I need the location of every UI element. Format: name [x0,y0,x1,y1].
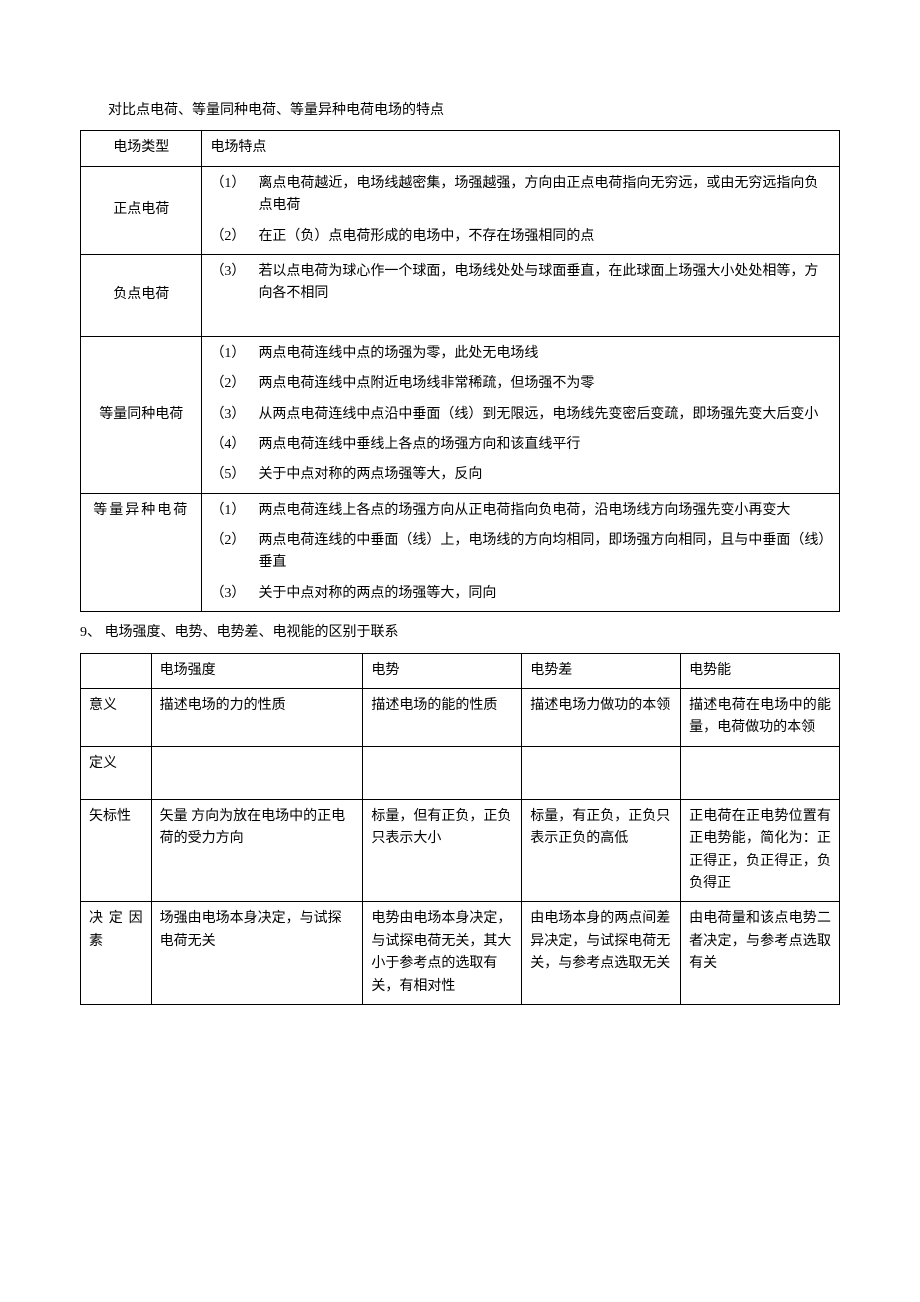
table-row: 等量异种电荷 （1）两点电荷连线上各点的场强方向从正电荷指向负电荷，沿电场线方向场… [81,493,840,612]
list-item: （1）两点电荷连线中点的场强为零，此处无电场线 [210,343,831,365]
cell: 电势由电场本身决定，与试探电荷无关，其大小于参考点的选取有关，有相对性 [363,902,522,1005]
row-features: （1）两点电荷连线上各点的场强方向从正电荷指向负电荷，沿电场线方向场强先变小再变… [202,493,840,612]
cell: 由电荷量和该点电势二者决定，与参考点选取有关 [681,902,840,1005]
list-item: （2）两点电荷连线中点附近电场线非常稀疏，但场强不为零 [210,373,831,395]
list-item: （3）从两点电荷连线中点沿中垂面（线）到无限远，电场线先变密后变疏，即场强先变大… [210,404,831,426]
item-text: 两点电荷连线中点附近电场线非常稀疏，但场强不为零 [258,373,831,395]
table-header-row: 电场类型 电场特点 [81,131,840,166]
item-text: 关于中点对称的两点场强等大，反向 [258,464,831,486]
th-potential: 电势 [363,653,522,688]
list-item: （1）两点电荷连线上各点的场强方向从正电荷指向负电荷，沿电场线方向场强先变小再变… [210,500,831,522]
item-number: （5） [210,464,258,486]
cell: 描述电场的力的性质 [151,689,363,747]
item-number: （3） [210,404,258,426]
list-item: （5）关于中点对称的两点场强等大，反向 [210,464,831,486]
th-feature: 电场特点 [202,131,840,166]
list-item: （3）关于中点对称的两点的场强等大，同向 [210,583,831,605]
cell [363,746,522,799]
list-item: （3）若以点电荷为球心作一个球面，电场线处处与球面垂直，在此球面上场强大小处处相… [210,261,831,306]
page-title: 对比点电荷、等量同种电荷、等量异种电荷电场的特点 [80,100,840,122]
table-field-types: 电场类型 电场特点 正点电荷（1）离点电荷越近，电场线越密集，场强越强，方向由正… [80,130,840,612]
cell: 描述电荷在电场中的能量，电荷做功的本领 [681,689,840,747]
row-features: （1）离点电荷越近，电场线越密集，场强越强，方向由正点电荷指向无穷远，或由无穷远… [202,166,840,254]
item-number: （2） [210,226,258,248]
list-item: （4）两点电荷连线中垂线上各点的场强方向和该直线平行 [210,434,831,456]
table-row: 定义 [81,746,840,799]
list-item: （1）离点电荷越近，电场线越密集，场强越强，方向由正点电荷指向无穷远，或由无穷远… [210,173,831,218]
cell: 描述电场的能的性质 [363,689,522,747]
cell [681,746,840,799]
section-9-heading: 9、 电场强度、电势、电势差、电视能的区别于联系 [80,622,840,644]
cell: 决定因素 [81,902,152,1005]
cell: 矢量 方向为放在电场中的正电荷的受力方向 [151,799,363,902]
row-label: 等量同种电荷 [81,336,202,493]
item-text: 关于中点对称的两点的场强等大，同向 [258,583,831,605]
item-number: （3） [210,583,258,605]
cell [151,746,363,799]
th-blank [81,653,152,688]
row-label: 正点电荷 [81,166,202,254]
cell: 定义 [81,746,152,799]
list-item: （2）两点电荷连线的中垂面（线）上，电场线的方向均相同，即场强方向相同，且与中垂… [210,530,831,575]
table-row: 等量同种电荷（1）两点电荷连线中点的场强为零，此处无电场线（2）两点电荷连线中点… [81,336,840,493]
table-header-row: 电场强度 电势 电势差 电势能 [81,653,840,688]
th-energy: 电势能 [681,653,840,688]
list-item: （2）在正（负）点电荷形成的电场中，不存在场强相同的点 [210,226,831,248]
item-text: 从两点电荷连线中点沿中垂面（线）到无限远，电场线先变密后变疏，即场强先变大后变小 [258,404,831,426]
cell: 矢标性 [81,799,152,902]
th-diff: 电势差 [522,653,681,688]
item-number: （4） [210,434,258,456]
item-text: 两点电荷连线的中垂面（线）上，电场线的方向均相同，即场强方向相同，且与中垂面（线… [258,530,831,575]
cell: 标量，有正负，正负只表示正负的高低 [522,799,681,902]
item-number: （2） [210,373,258,395]
item-text: 两点电荷连线上各点的场强方向从正电荷指向负电荷，沿电场线方向场强先变小再变大 [258,500,831,522]
cell: 正电荷在正电势位置有正电势能，简化为：正正得正，负正得正，负负得正 [681,799,840,902]
item-number: （3） [210,261,258,306]
row-features: （3）若以点电荷为球心作一个球面，电场线处处与球面垂直，在此球面上场强大小处处相… [202,254,840,336]
th-type: 电场类型 [81,131,202,166]
table-comparison: 电场强度 电势 电势差 电势能 意义描述电场的力的性质描述电场的能的性质描述电场… [80,653,840,1005]
item-text: 若以点电荷为球心作一个球面，电场线处处与球面垂直，在此球面上场强大小处处相等，方… [258,261,831,306]
row-label: 负点电荷 [81,254,202,336]
item-number: （2） [210,530,258,575]
cell: 由电场本身的两点间差异决定，与试探电荷无关，与参考点选取无关 [522,902,681,1005]
item-text: 两点电荷连线中垂线上各点的场强方向和该直线平行 [258,434,831,456]
th-intensity: 电场强度 [151,653,363,688]
item-number: （1） [210,343,258,365]
row-label: 等量异种电荷 [81,493,202,612]
item-number: （1） [210,500,258,522]
table-row: 负点电荷（3）若以点电荷为球心作一个球面，电场线处处与球面垂直，在此球面上场强大… [81,254,840,336]
cell: 描述电场力做功的本领 [522,689,681,747]
item-text: 在正（负）点电荷形成的电场中，不存在场强相同的点 [258,226,831,248]
cell: 标量，但有正负，正负只表示大小 [363,799,522,902]
cell: 意义 [81,689,152,747]
table-row: 矢标性矢量 方向为放在电场中的正电荷的受力方向标量，但有正负，正负只表示大小标量… [81,799,840,902]
row-features: （1）两点电荷连线中点的场强为零，此处无电场线（2）两点电荷连线中点附近电场线非… [202,336,840,493]
item-text: 离点电荷越近，电场线越密集，场强越强，方向由正点电荷指向无穷远，或由无穷远指向负… [258,173,831,218]
table-row: 意义描述电场的力的性质描述电场的能的性质描述电场力做功的本领描述电荷在电场中的能… [81,689,840,747]
table-row: 决定因素场强由电场本身决定，与试探电荷无关电势由电场本身决定，与试探电荷无关，其… [81,902,840,1005]
item-text: 两点电荷连线中点的场强为零，此处无电场线 [258,343,831,365]
cell: 场强由电场本身决定，与试探电荷无关 [151,902,363,1005]
table-row: 正点电荷（1）离点电荷越近，电场线越密集，场强越强，方向由正点电荷指向无穷远，或… [81,166,840,254]
item-number: （1） [210,173,258,218]
cell [522,746,681,799]
